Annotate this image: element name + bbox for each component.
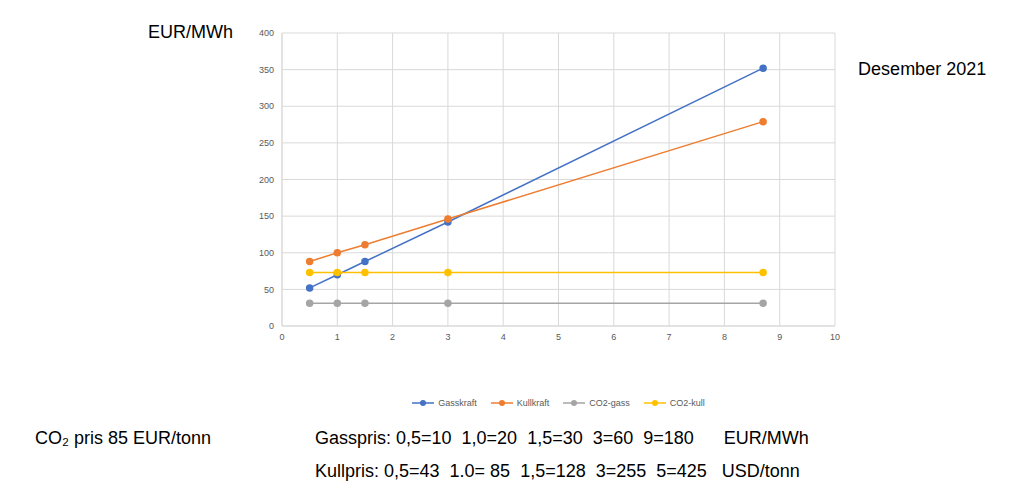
html-text:Gasskraft: Gasskraft [438,398,477,408]
svg-text:Desember 2021: Desember 2021 [858,59,986,79]
svg-text:4: 4 [501,332,506,342]
html-text:Kullkraft: Kullkraft [516,398,550,408]
html-text:CO2-kull: CO2-kull [669,398,705,408]
svg-text:9: 9 [777,332,782,342]
html-text:CO2-gass: CO2-gass [589,398,630,408]
svg-text:250: 250 [259,138,274,148]
html-text:CO₂ pris 85 EUR/tonn: CO₂ pris 85 EUR/tonn [35,428,212,448]
html-text:EUR/MWh: EUR/MWh [148,22,233,42]
html-text:Kullpris: 0,5=43 1.0= 85 1,5=1: Kullpris: 0,5=43 1.0= 85 1,5=128 3=255 5… [315,461,800,481]
html-text:Gasspris: 0,5=10 1,0=20 1,5=30: Gasspris: 0,5=10 1,0=20 1,5=30 3=60 9=18… [315,428,809,448]
svg-text:10: 10 [830,332,840,342]
svg-text:0: 0 [269,321,274,331]
svg-text:3: 3 [445,332,450,342]
svg-text:1: 1 [335,332,340,342]
svg-text:150: 150 [259,211,274,221]
svg-text:0: 0 [279,332,284,342]
svg-text:5: 5 [556,332,561,342]
svg-text:8: 8 [722,332,727,342]
svg-text:350: 350 [259,65,274,75]
svg-text:100: 100 [259,248,274,258]
svg-text:7: 7 [667,332,672,342]
svg-text:400: 400 [259,28,274,38]
svg-text:200: 200 [259,175,274,185]
svg-text:2: 2 [390,332,395,342]
svg-text:50: 50 [264,285,274,295]
svg-text:6: 6 [611,332,616,342]
svg-text:300: 300 [259,101,274,111]
